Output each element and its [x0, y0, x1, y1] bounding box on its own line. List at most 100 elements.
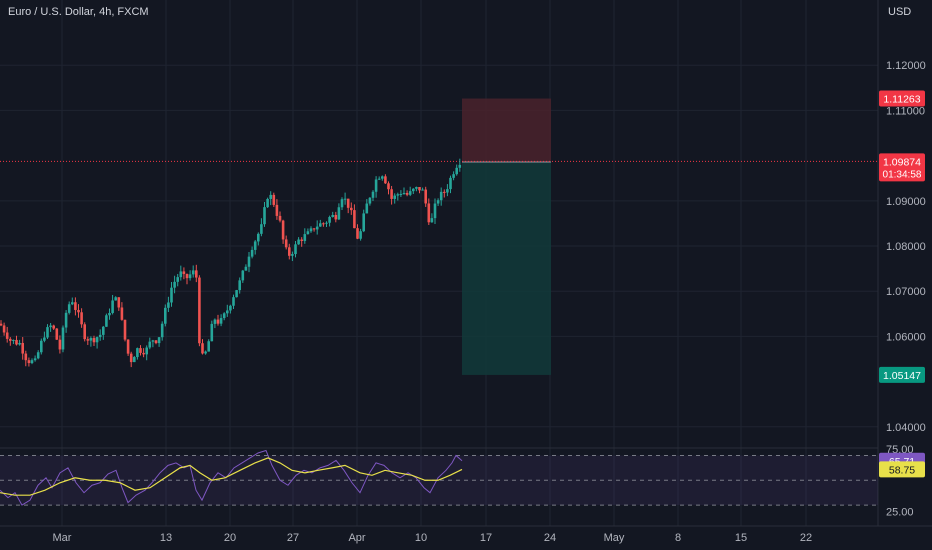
candle-body: [430, 218, 434, 223]
stop-loss-zone[interactable]: [462, 98, 551, 162]
candle-body: [89, 338, 93, 341]
candle-body: [244, 266, 248, 271]
x-tick-label: 27: [287, 532, 299, 544]
current-price-badge: [879, 153, 925, 182]
candle-body: [315, 226, 319, 230]
x-tick-label: Mar: [53, 532, 72, 544]
candle-body: [46, 327, 49, 338]
candle-body: [427, 203, 431, 223]
candle-body: [27, 360, 31, 364]
candle-body: [105, 315, 108, 327]
candle-body: [405, 193, 409, 195]
x-tick-label: 13: [160, 532, 172, 544]
countdown-text: 01:34:58: [883, 169, 922, 180]
candle-body: [204, 351, 207, 354]
candle-body: [129, 353, 133, 363]
candle-body: [399, 194, 403, 196]
candle-body: [12, 339, 15, 341]
candle-body: [238, 280, 241, 291]
candle-body: [49, 325, 52, 328]
candle-body: [250, 249, 254, 257]
x-tick-label: 10: [415, 532, 427, 544]
candle-body: [377, 178, 381, 180]
candle-body: [83, 324, 86, 340]
time-axis[interactable]: Mar 13 20 27 Apr 10 17 24 May 8 15 22: [53, 532, 813, 544]
candle-body: [219, 318, 223, 324]
x-tick-label: 24: [544, 532, 556, 544]
candle-body: [86, 339, 90, 341]
candle-body: [176, 277, 179, 282]
candle-body: [15, 339, 18, 345]
price-badge-text: 1.11263: [883, 94, 920, 106]
price-badge: [879, 366, 925, 383]
candle-body: [235, 290, 238, 298]
candle-body: [173, 281, 176, 288]
candle-body: [191, 270, 195, 275]
candle-body: [182, 271, 186, 274]
candle-body: [393, 195, 396, 199]
candle-body: [433, 203, 437, 219]
candle-body: [266, 198, 269, 208]
y-tick-label: 1.08000: [886, 241, 926, 253]
candle-body: [201, 343, 204, 354]
candle-body: [309, 228, 313, 232]
candle-body: [374, 179, 378, 192]
candle-body: [40, 340, 43, 353]
candle-body: [322, 223, 325, 225]
candle-body: [108, 312, 111, 316]
candle-body: [139, 348, 142, 353]
candle-body: [36, 352, 40, 359]
candle-body: [272, 194, 276, 205]
candle-body: [160, 323, 164, 338]
candle-body: [368, 197, 372, 204]
candle-body: [102, 326, 105, 335]
candle-body: [284, 239, 288, 248]
candle-body: [195, 270, 198, 278]
candle-body: [117, 297, 121, 308]
candle-body: [387, 183, 390, 190]
y-tick-label: 1.07000: [886, 286, 926, 298]
candle-body: [9, 338, 12, 341]
rsi-tick-label: 25.00: [886, 506, 914, 518]
candle-body: [415, 187, 418, 189]
candle-body: [281, 220, 285, 240]
candle-body: [418, 187, 421, 191]
candle-body: [303, 234, 307, 241]
candle-body: [312, 228, 316, 230]
x-tick-label: May: [604, 532, 625, 544]
candle-body: [449, 177, 452, 190]
x-tick-label: 8: [675, 532, 681, 544]
candle-body: [275, 204, 279, 216]
candle-body: [2, 325, 6, 333]
candle-body: [253, 241, 257, 250]
candle-body: [384, 176, 387, 184]
candle-body: [185, 273, 189, 279]
candle-body: [306, 231, 310, 235]
candle-body: [95, 337, 99, 343]
candle-body: [123, 319, 127, 340]
candle-body: [446, 189, 449, 193]
price-badge: [879, 90, 925, 107]
rsi-ma-line: [0, 457, 463, 496]
candle-body: [33, 358, 37, 361]
candle-body: [402, 193, 406, 195]
position-tool[interactable]: [0, 98, 878, 375]
candle-body: [278, 215, 282, 221]
candle-body: [291, 254, 294, 256]
take-profit-zone[interactable]: [462, 161, 551, 375]
candle-body: [263, 207, 266, 225]
candle-body: [145, 347, 148, 355]
candle-body: [77, 309, 80, 313]
x-tick-label: 22: [800, 532, 812, 544]
currency-label[interactable]: USD: [888, 6, 912, 18]
y-tick-label: 1.04000: [886, 422, 926, 434]
y-tick-label: 1.12000: [886, 60, 926, 72]
price-axis[interactable]: 1.12000 1.11000 1.09000 1.08000 1.07000 1.060…: [879, 60, 926, 434]
candle-body: [71, 302, 74, 305]
grid-lines: [0, 0, 932, 527]
candle-body: [98, 334, 102, 338]
candle-body: [80, 312, 83, 325]
candle-body: [0, 323, 3, 326]
